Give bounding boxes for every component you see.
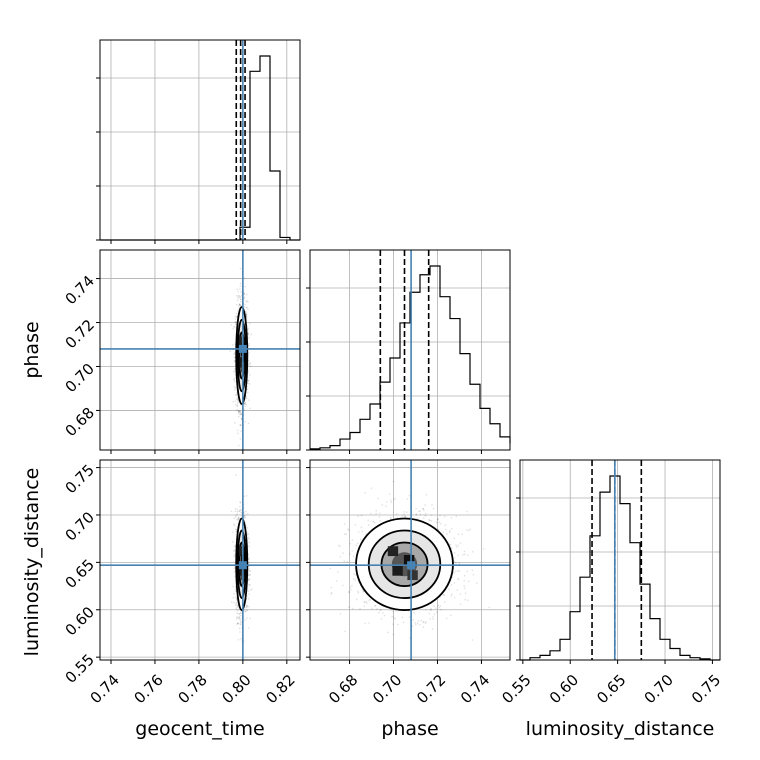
x-tick-label-phase: 0.68	[325, 671, 361, 707]
x-tick-label-phase: 0.70	[369, 671, 405, 707]
x-tick-label-phase: 0.74	[457, 671, 493, 707]
y-tick-label-luminosity-distance: 0.70	[62, 508, 98, 544]
density-core-cell	[387, 546, 399, 557]
density-core-cell	[238, 546, 242, 557]
y-tick-label-phase: 0.72	[62, 316, 98, 352]
panel-frame	[99, 39, 301, 241]
density-core-cell	[239, 565, 243, 576]
x-axis-label-phase: phase	[381, 718, 438, 740]
y-tick-label-phase: 0.68	[62, 404, 98, 440]
y-tick-label-phase: 0.74	[62, 272, 98, 308]
panel-frame	[309, 249, 511, 451]
panel-background	[310, 250, 510, 450]
y-tick-label-luminosity-distance: 0.55	[62, 650, 98, 686]
x-tick-label-luminosity-distance: 0.70	[641, 671, 677, 707]
histogram-step-phase	[310, 265, 511, 450]
panel-background	[100, 460, 300, 660]
truth-marker	[238, 344, 247, 353]
density-core-cell	[239, 357, 243, 368]
histogram-panel-phase	[306, 249, 511, 454]
y-axis-label-phase: phase	[21, 321, 43, 378]
x-tick-label-geocent-time: 0.74	[87, 671, 123, 707]
y-axis-label-luminosity-distance: luminosity_distance	[21, 468, 43, 657]
density-core-cell	[407, 570, 418, 581]
panel-background	[100, 40, 300, 240]
density-panel-phase-vs-luminosity-distance: 0.68 0.70 0.72 0.74	[306, 459, 511, 707]
truth-marker	[238, 561, 247, 570]
panel-frame	[99, 249, 301, 451]
truth-marker	[407, 561, 416, 570]
panel-frame	[519, 459, 721, 661]
x-axis-label-luminosity-distance: luminosity_distance	[526, 718, 715, 740]
x-tick-label-geocent-time: 0.78	[174, 671, 210, 707]
x-tick-label-geocent-time: 0.80	[218, 671, 254, 707]
x-tick-label-luminosity-distance: 0.60	[546, 671, 582, 707]
density-panel-geocent-time-vs-phase: 0.68 0.70 0.72 0.74	[62, 249, 301, 454]
x-tick-label-luminosity-distance: 0.75	[688, 671, 724, 707]
x-tick-label-luminosity-distance: 0.55	[498, 671, 534, 707]
density-core-cell	[403, 555, 415, 565]
x-tick-label-phase: 0.72	[413, 671, 449, 707]
y-tick-label-phase: 0.70	[62, 360, 98, 396]
x-tick-label-geocent-time: 0.82	[262, 671, 298, 707]
histogram-panel-luminosity-distance: 0.55 0.60 0.65 0.70 0.75	[498, 459, 724, 707]
density-core-cell	[238, 336, 242, 347]
panel-frame	[309, 459, 511, 661]
y-tick-label-luminosity-distance: 0.60	[62, 603, 98, 639]
x-tick-label-geocent-time: 0.76	[131, 671, 167, 707]
panel-background	[100, 250, 300, 450]
histogram-step-luminosity-distance	[520, 475, 720, 661]
panel-frame	[99, 459, 301, 661]
y-tick-label-luminosity-distance: 0.65	[62, 556, 98, 592]
density-panel-geocent-time-vs-luminosity-distance: 0.74 0.76 0.78 0.80 0.82 0.55 0.60 0.65 0.70 0.75	[62, 459, 301, 707]
density-core-cell	[392, 565, 403, 576]
histogram-panel-geocent-time	[96, 39, 301, 244]
y-tick-label-luminosity-distance: 0.75	[62, 461, 98, 497]
x-axis-label-geocent-time: geocent_time	[135, 718, 264, 740]
x-tick-label-luminosity-distance: 0.65	[593, 671, 629, 707]
